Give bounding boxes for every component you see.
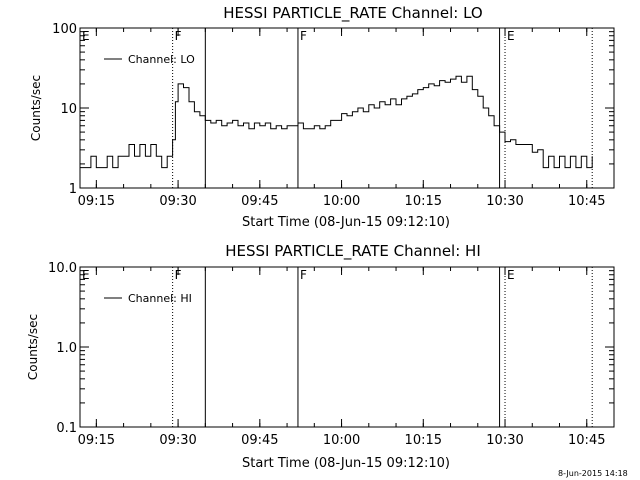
y-tick-label-lo: 1 — [69, 182, 77, 197]
timestamp-stamp: 8-Jun-2015 14:18 — [558, 469, 628, 478]
x-tick-label-lo: 10:15 — [405, 194, 442, 209]
y-axis-label-lo: Counts/sec — [29, 75, 43, 141]
legend-label-lo: Channel: LO — [128, 53, 195, 66]
plot-frame-lo — [79, 27, 615, 189]
event-marker-label-lo: F — [175, 29, 182, 43]
x-tick-label-hi: 10:15 — [405, 433, 442, 448]
x-tick-label-hi: 09:15 — [78, 433, 115, 448]
y-tick-label-lo: 100 — [52, 22, 77, 37]
y-tick-label-hi: 10.0 — [48, 261, 77, 276]
x-tick-label-hi: 09:30 — [159, 433, 196, 448]
chart-title-hi: HESSI PARTICLE_RATE Channel: HI — [225, 242, 481, 261]
legend-label-hi: Channel: HI — [128, 292, 192, 305]
event-marker-label-hi: E — [82, 268, 90, 282]
y-axis-label-hi: Counts/sec — [26, 314, 40, 380]
plot-frame-hi — [79, 266, 615, 428]
event-marker-label-hi: F — [300, 268, 307, 282]
event-marker-label-lo: F — [300, 29, 307, 43]
x-tick-label-lo: 09:30 — [159, 194, 196, 209]
chart-title-lo: HESSI PARTICLE_RATE Channel: LO — [223, 4, 482, 23]
event-marker-label-lo: E — [507, 29, 515, 43]
x-tick-label-hi: 10:00 — [323, 433, 360, 448]
x-tick-label-lo: 10:30 — [486, 194, 523, 209]
x-tick-label-lo: 09:45 — [241, 194, 278, 209]
series-line-lo — [80, 75, 593, 169]
x-axis-label-lo: Start Time (08-Jun-15 09:12:10) — [242, 215, 450, 230]
event-marker-label-hi: F — [175, 268, 182, 282]
event-marker-label-lo: E — [82, 29, 90, 43]
x-tick-label-lo: 10:45 — [568, 194, 605, 209]
x-tick-label-lo: 09:15 — [78, 194, 115, 209]
chart-panel-lo: HESSI PARTICLE_RATE Channel: LO Counts/s… — [29, 4, 615, 230]
x-tick-label-hi: 10:30 — [486, 433, 523, 448]
chart-panel-hi: HESSI PARTICLE_RATE Channel: HI Counts/s… — [26, 242, 615, 471]
event-marker-label-hi: E — [507, 268, 515, 282]
x-tick-label-hi: 09:45 — [241, 433, 278, 448]
y-tick-label-lo: 10 — [60, 102, 77, 117]
y-tick-label-hi: 0.1 — [56, 421, 77, 436]
y-tick-label-hi: 1.0 — [56, 341, 77, 356]
x-tick-label-lo: 10:00 — [323, 194, 360, 209]
x-tick-label-hi: 10:45 — [568, 433, 605, 448]
x-axis-label-hi: Start Time (08-Jun-15 09:12:10) — [242, 456, 450, 471]
